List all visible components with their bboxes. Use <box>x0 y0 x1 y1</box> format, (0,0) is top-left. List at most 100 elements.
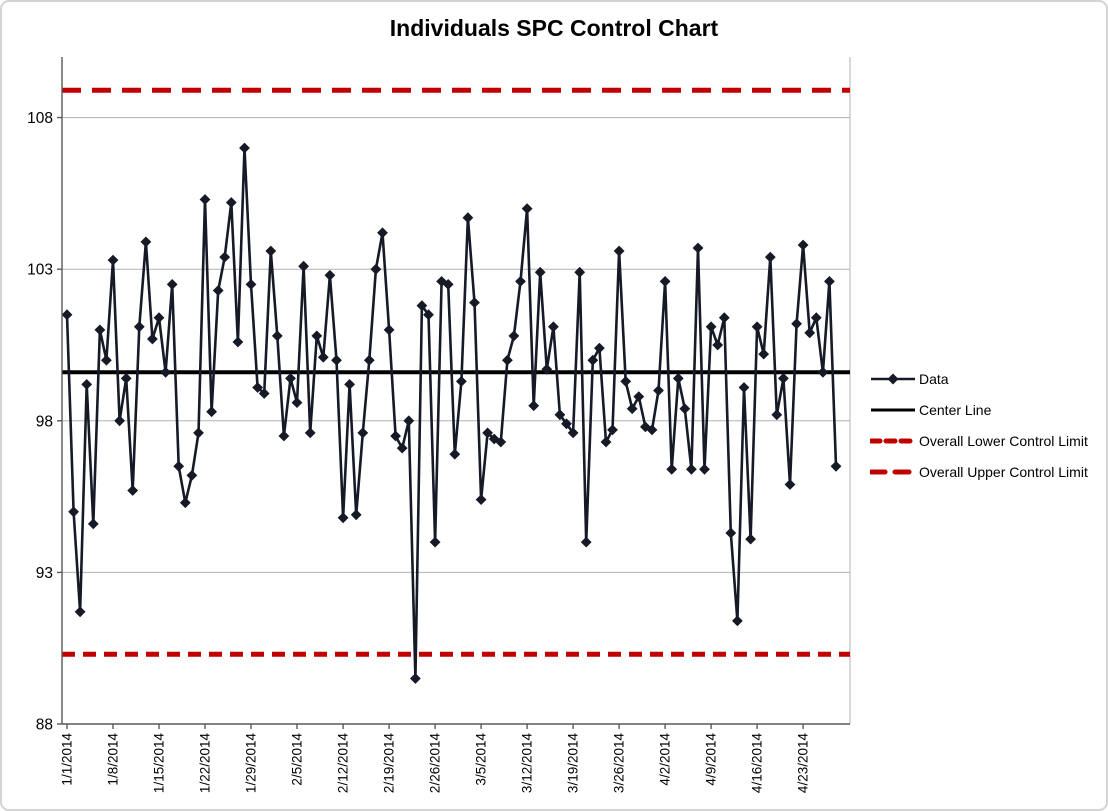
data-point-marker[interactable] <box>482 427 493 439</box>
data-point-marker[interactable] <box>548 321 559 333</box>
data-point-marker[interactable] <box>666 463 678 475</box>
data-point-marker[interactable] <box>298 260 309 272</box>
data-point-marker[interactable] <box>429 536 441 548</box>
data-point-marker[interactable] <box>659 276 671 287</box>
data-point-marker[interactable] <box>396 442 408 454</box>
data-point-marker[interactable] <box>594 342 605 354</box>
data-point-marker[interactable] <box>600 436 612 448</box>
data-point-marker[interactable] <box>232 336 244 348</box>
data-point-marker[interactable] <box>534 266 546 278</box>
data-point-marker[interactable] <box>686 463 697 475</box>
data-point-marker[interactable] <box>502 354 513 366</box>
data-point-marker[interactable] <box>620 376 632 387</box>
data-point-marker[interactable] <box>817 366 829 378</box>
data-point-marker[interactable] <box>147 333 158 345</box>
data-point-marker[interactable] <box>357 427 369 439</box>
data-point-marker[interactable] <box>61 309 73 321</box>
data-point-marker[interactable] <box>206 406 217 418</box>
data-point-marker[interactable] <box>87 518 99 530</box>
legend-item-upper-control-limit[interactable]: Overall Upper Control Limit <box>868 461 1106 482</box>
data-point-marker[interactable] <box>212 285 224 296</box>
data-point-marker[interactable] <box>738 382 750 393</box>
data-point-marker[interactable] <box>140 236 152 248</box>
data-point-marker[interactable] <box>541 363 553 375</box>
data-point-marker[interactable] <box>804 327 816 339</box>
data-point-marker[interactable] <box>179 497 191 509</box>
data-point-marker[interactable] <box>94 324 106 336</box>
data-point-marker[interactable] <box>515 276 526 287</box>
data-point-marker[interactable] <box>245 279 257 290</box>
data-point-marker[interactable] <box>607 424 618 436</box>
data-point-marker[interactable] <box>567 427 579 439</box>
data-point-marker[interactable] <box>344 379 355 390</box>
data-point-marker[interactable] <box>758 348 770 360</box>
data-point-marker[interactable] <box>475 494 487 505</box>
data-point-marker[interactable] <box>403 415 415 427</box>
data-point-marker[interactable] <box>751 321 763 333</box>
data-point-marker[interactable] <box>133 321 145 333</box>
data-point-marker[interactable] <box>304 427 316 439</box>
data-series-line[interactable] <box>65 146 838 680</box>
data-point-marker[interactable] <box>764 251 776 263</box>
data-point-marker[interactable] <box>679 403 691 415</box>
data-point-marker[interactable] <box>587 354 599 366</box>
data-point-marker[interactable] <box>252 382 263 393</box>
data-point-marker[interactable] <box>377 227 388 239</box>
data-point-marker[interactable] <box>672 373 684 384</box>
data-point-marker[interactable] <box>580 536 592 548</box>
data-point-marker[interactable] <box>508 330 520 342</box>
data-point-marker[interactable] <box>613 245 625 257</box>
data-point-marker[interactable] <box>469 297 480 308</box>
data-point-marker[interactable] <box>456 376 467 387</box>
data-point-marker[interactable] <box>646 424 658 436</box>
data-point-marker[interactable] <box>239 142 250 154</box>
data-point-marker[interactable] <box>331 354 342 366</box>
chart-title[interactable]: Individuals SPC Control Chart <box>389 15 719 41</box>
data-point-marker[interactable] <box>324 269 336 281</box>
legend-item-center-line[interactable]: Center Line <box>870 399 1106 420</box>
data-point-marker[interactable] <box>350 509 362 521</box>
data-point-marker[interactable] <box>462 212 474 224</box>
data-point-marker[interactable] <box>271 330 283 342</box>
data-point-marker[interactable] <box>528 400 540 412</box>
data-point-marker[interactable] <box>120 373 132 384</box>
data-point-marker[interactable] <box>791 318 802 330</box>
data-point-marker[interactable] <box>153 312 165 324</box>
data-point-marker[interactable] <box>561 418 572 430</box>
data-point-marker[interactable] <box>725 527 737 539</box>
data-point-marker[interactable] <box>390 430 401 442</box>
data-point-marker[interactable] <box>363 354 375 366</box>
data-point-marker[interactable] <box>383 324 395 336</box>
data-point-marker[interactable] <box>291 397 303 408</box>
data-point-marker[interactable] <box>114 415 125 427</box>
data-point-marker[interactable] <box>574 266 586 278</box>
data-point-marker[interactable] <box>705 321 717 333</box>
legend-item-data[interactable]: Data <box>870 368 1106 389</box>
data-point-marker[interactable] <box>74 606 86 618</box>
data-point-marker[interactable] <box>101 354 112 366</box>
data-point-marker[interactable] <box>495 436 507 448</box>
data-point-marker[interactable] <box>285 373 296 384</box>
data-point-marker[interactable] <box>554 409 566 421</box>
data-point-marker[interactable] <box>311 330 323 342</box>
data-point-marker[interactable] <box>718 312 730 324</box>
data-point-marker[interactable] <box>173 460 185 472</box>
data-point-marker[interactable] <box>699 463 710 475</box>
data-point-marker[interactable] <box>712 339 724 351</box>
data-point-marker[interactable] <box>127 485 139 496</box>
data-point-marker[interactable] <box>830 460 842 472</box>
data-point-marker[interactable] <box>771 409 783 421</box>
data-point-marker[interactable] <box>278 430 290 442</box>
data-point-marker[interactable] <box>166 279 178 290</box>
data-point-marker[interactable] <box>186 470 198 481</box>
data-point-marker[interactable] <box>416 300 428 311</box>
data-point-marker[interactable] <box>692 242 704 254</box>
data-point-marker[interactable] <box>265 245 277 257</box>
data-point-marker[interactable] <box>653 385 664 396</box>
data-point-marker[interactable] <box>337 512 349 524</box>
data-point-marker[interactable] <box>370 263 382 275</box>
data-point-marker[interactable] <box>633 391 645 402</box>
data-point-marker[interactable] <box>199 194 211 205</box>
data-point-marker[interactable] <box>410 673 421 684</box>
